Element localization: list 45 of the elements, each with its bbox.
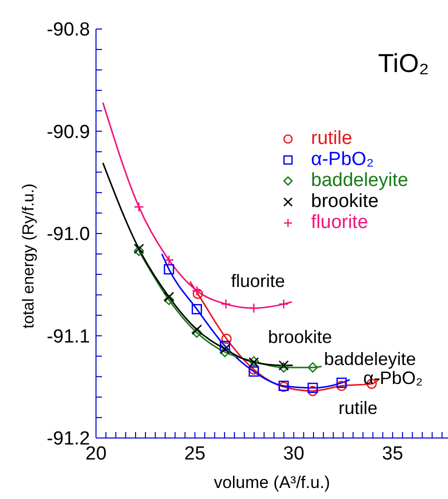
x-axis-title: volume (A³/f.u.) [214,473,330,492]
point [192,324,202,335]
y-axis-title: total energy (Ry/f.u.) [20,184,38,328]
point [220,344,230,354]
point [164,292,174,302]
y-tick-label: -90.8 [46,20,90,41]
point [192,304,202,314]
annotation: brookite [266,326,334,348]
point [134,244,144,254]
point [164,294,174,306]
point [220,340,230,352]
y-tick-label: -91.0 [46,224,90,246]
point [192,288,203,299]
point [336,378,347,388]
point [164,264,174,274]
point [278,298,289,310]
point [221,334,232,344]
legend-label: brookite [311,191,379,212]
legend-label: rutile [311,128,352,149]
point [248,302,259,314]
annotation: baddeleyite [322,348,418,370]
text: TiO₂ [378,48,430,79]
annotation: fluorite [230,270,286,292]
point [308,362,318,373]
point [192,328,202,338]
x-tick-label: 30 [283,443,304,464]
y-tick-label: -91.1 [46,326,90,348]
annotation: rutile [337,397,378,419]
point [134,246,144,256]
y-tick-label: -90.9 [46,122,90,143]
point [192,286,202,296]
x-tick-label: 20 [85,443,107,464]
legend-label: α-PbO₂ [311,149,374,170]
x-tick-label: 25 [184,443,206,464]
point [164,254,174,266]
annotation: α-PbO₂ [363,368,424,389]
point [308,386,318,396]
point [220,346,230,358]
point [336,380,347,392]
point [308,382,318,394]
x-tick-label: 35 [382,443,404,464]
legend-label: fluorite [311,212,368,233]
point [220,298,232,310]
point [134,202,144,212]
legend-label: baddeleyite [311,170,408,191]
